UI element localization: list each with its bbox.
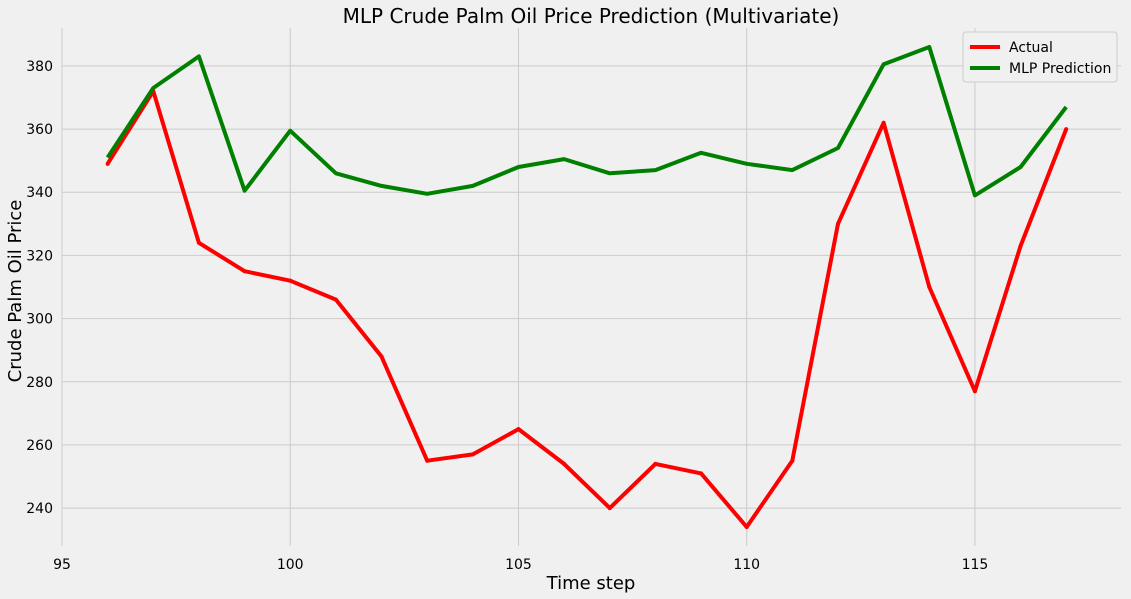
series-lines	[105, 45, 1069, 530]
data-point	[516, 427, 521, 432]
data-point	[333, 297, 338, 302]
y-axis-label: Crude Palm Oil Price	[5, 200, 26, 383]
x-tick-label: 95	[53, 557, 71, 573]
legend: Actual MLP Prediction	[962, 31, 1118, 83]
legend-box	[962, 31, 1118, 83]
x-tick-label: 110	[733, 557, 760, 573]
data-point	[881, 120, 886, 125]
y-tick-label: 240	[26, 501, 53, 517]
data-point	[242, 269, 247, 274]
y-tick-label: 300	[26, 312, 53, 328]
data-point	[835, 221, 840, 226]
legend-marker	[983, 45, 987, 49]
series-line-actual	[105, 89, 1069, 529]
data-point	[288, 278, 293, 283]
data-point	[1064, 127, 1069, 132]
y-tick-label: 360	[26, 122, 53, 138]
data-point	[196, 240, 201, 245]
data-point	[699, 471, 704, 476]
y-tick-labels: 240 260 280 300 320 340 360 380	[26, 59, 53, 517]
data-point	[790, 458, 795, 463]
data-point	[470, 452, 475, 457]
legend-label: MLP Prediction	[1009, 61, 1111, 77]
data-point	[653, 461, 658, 466]
data-point	[972, 389, 977, 394]
data-point	[425, 458, 430, 463]
x-tick-label: 105	[505, 557, 532, 573]
y-tick-label: 260	[26, 438, 53, 454]
data-point	[379, 354, 384, 359]
y-tick-label: 280	[26, 375, 53, 391]
y-tick-label: 380	[26, 59, 53, 75]
chart-title: MLP Crude Palm Oil Price Prediction (Mul…	[343, 4, 840, 28]
data-point	[562, 461, 567, 466]
y-tick-label: 340	[26, 185, 53, 201]
data-point	[105, 161, 110, 166]
grid	[61, 28, 1121, 546]
data-point	[744, 525, 749, 530]
data-point	[607, 506, 612, 511]
x-tick-label: 100	[277, 557, 304, 573]
data-point	[1018, 243, 1023, 248]
series-line-mlp-prediction	[105, 45, 1068, 198]
data-point	[927, 285, 932, 289]
y-tick-label: 320	[26, 248, 53, 264]
x-tick-labels: 95 100 105 110 115	[53, 557, 988, 573]
x-tick-label: 115	[962, 557, 989, 573]
legend-label: Actual	[1009, 40, 1053, 56]
x-axis-label: Time step	[546, 573, 636, 594]
